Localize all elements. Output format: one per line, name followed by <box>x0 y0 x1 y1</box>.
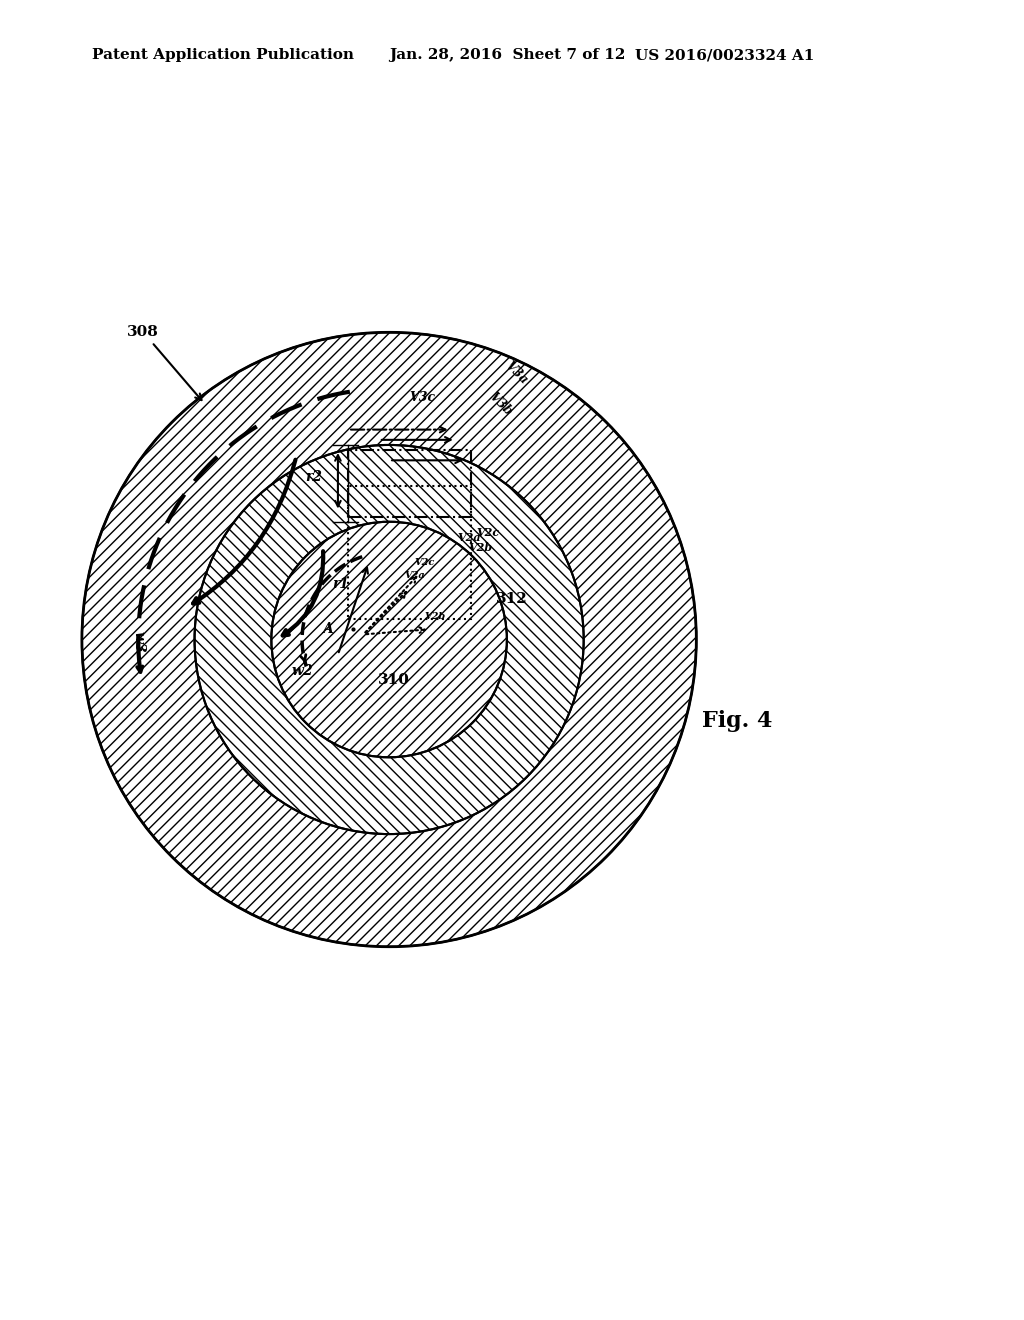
Text: V2c: V2c <box>415 558 435 566</box>
Circle shape <box>271 521 507 758</box>
Text: r2: r2 <box>306 470 323 484</box>
Text: Patent Application Publication: Patent Application Publication <box>92 49 354 62</box>
Text: V3b: V3b <box>486 389 515 418</box>
Text: Jan. 28, 2016  Sheet 7 of 12: Jan. 28, 2016 Sheet 7 of 12 <box>389 49 626 62</box>
Text: V2a: V2a <box>458 532 481 543</box>
Text: V3c: V3c <box>410 391 436 404</box>
Text: V2b: V2b <box>425 612 446 620</box>
Bar <box>348 486 471 619</box>
Text: A: A <box>323 622 333 636</box>
Text: r1: r1 <box>333 577 349 591</box>
Text: V3a: V3a <box>502 359 529 387</box>
Text: 310: 310 <box>378 673 411 688</box>
Text: Fig. 4: Fig. 4 <box>702 710 772 733</box>
Text: 308: 308 <box>127 325 202 400</box>
Bar <box>348 450 471 516</box>
Text: V2b: V2b <box>468 541 493 553</box>
Text: US 2016/0023324 A1: US 2016/0023324 A1 <box>635 49 814 62</box>
Text: V2a: V2a <box>404 572 425 579</box>
Text: w3: w3 <box>131 631 145 653</box>
Circle shape <box>82 333 696 946</box>
Text: w2: w2 <box>291 664 313 678</box>
Circle shape <box>195 445 584 834</box>
Text: 312: 312 <box>496 591 528 606</box>
Text: V2c: V2c <box>476 527 500 537</box>
